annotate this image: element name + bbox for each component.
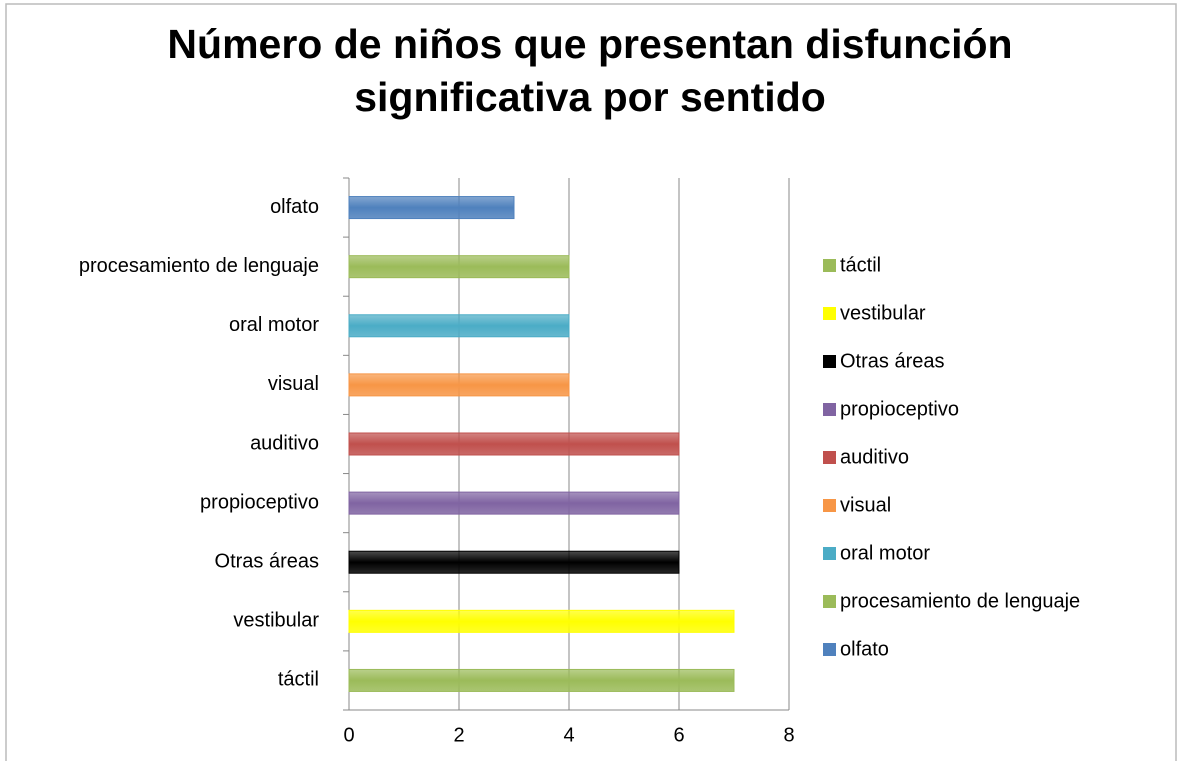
y-tick-label: táctil — [278, 669, 319, 691]
y-tick-label: Otras áreas — [215, 551, 319, 573]
bar — [348, 609, 735, 633]
x-tick-label: 6 — [673, 724, 684, 746]
x-tick-label: 8 — [783, 724, 794, 746]
y-tick-label: vestibular — [233, 610, 319, 632]
bar — [348, 373, 570, 397]
legend-swatch — [823, 403, 836, 416]
legend-label: Otras áreas — [840, 350, 944, 372]
legend-swatch — [823, 547, 836, 560]
legend-label: auditivo — [840, 446, 909, 468]
bar — [348, 668, 735, 692]
x-tick-label: 4 — [563, 724, 574, 746]
legend-label: vestibular — [840, 302, 926, 324]
legend-swatch — [823, 643, 836, 656]
legend-swatch — [823, 259, 836, 272]
x-tick-label: 2 — [453, 724, 464, 746]
legend-label: propioceptivo — [840, 398, 959, 420]
chart-title: Número de niños que presentan disfunción… — [167, 21, 1013, 120]
bar — [348, 491, 680, 515]
legend-swatch — [823, 307, 836, 320]
y-tick-label: olfato — [270, 196, 319, 218]
x-tick-label: 0 — [343, 724, 354, 746]
bar — [348, 196, 515, 220]
y-tick-label: oral motor — [229, 314, 319, 336]
bar — [348, 255, 570, 279]
legend-swatch — [823, 451, 836, 464]
y-tick-label: auditivo — [250, 432, 319, 454]
y-tick-label: visual — [268, 373, 319, 395]
bar — [348, 550, 680, 574]
legend-swatch — [823, 355, 836, 368]
y-tick-label: propioceptivo — [200, 491, 319, 513]
legend-label: olfato — [840, 638, 889, 660]
legend-label: procesamiento de lenguaje — [840, 590, 1080, 612]
legend-label: táctil — [840, 254, 881, 276]
chart-border — [5, 3, 1177, 761]
legend-swatch — [823, 595, 836, 608]
bar — [348, 314, 570, 338]
legend-swatch — [823, 499, 836, 512]
bar — [348, 432, 680, 456]
legend-label: oral motor — [840, 542, 930, 564]
y-tick-label: procesamiento de lenguaje — [79, 255, 319, 277]
legend-label: visual — [840, 494, 891, 516]
